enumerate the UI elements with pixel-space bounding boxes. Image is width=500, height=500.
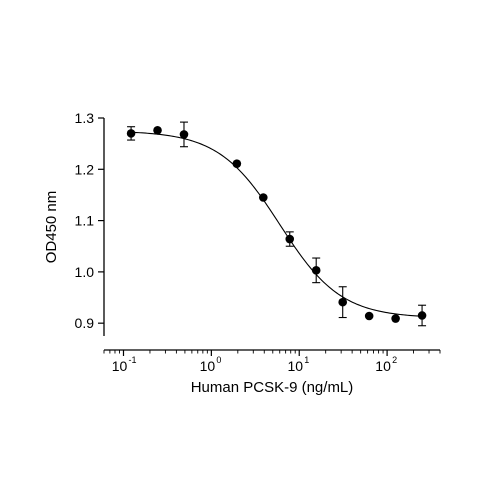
data-point-6 [311, 266, 321, 275]
y-tick-label-3: 1.2 [75, 161, 95, 177]
x-tick-exponent-0: -1 [128, 355, 136, 365]
x-tick-label-0: 10 [112, 358, 128, 374]
data-point-7 [338, 297, 348, 307]
y-axis-ticks: 0.9 1.0 1.1 1.2 1.3 [75, 110, 104, 331]
x-axis-ticks: 10 -1 10 0 10 1 10 2 [103, 350, 441, 374]
data-point-4 [258, 193, 268, 202]
y-tick-label-0: 0.9 [75, 315, 95, 331]
y-axis-title: OD450 nm [43, 191, 60, 264]
y-tick-label-2: 1.1 [75, 213, 95, 229]
fit-curve-line [131, 131, 423, 317]
data-point-9 [391, 314, 400, 323]
x-tick-exponent-3: 2 [392, 355, 397, 365]
y-tick-label-4: 1.3 [75, 110, 95, 126]
x-tick-exponent-1: 0 [216, 355, 221, 365]
data-point-1 [153, 126, 162, 135]
x-axis-title: Human PCSK-9 (ng/mL) [191, 379, 354, 396]
x-tick-exponent-2: 1 [304, 355, 309, 365]
data-point-5 [285, 234, 295, 244]
data-point-8 [364, 311, 374, 321]
data-point-2 [179, 130, 189, 139]
axes [103, 118, 440, 351]
data-point-3 [232, 159, 242, 168]
data-point-0 [126, 129, 136, 138]
x-tick-label-2: 10 [287, 358, 303, 374]
data-point-10 [417, 311, 427, 320]
x-tick-label-3: 10 [375, 358, 391, 374]
y-tick-label-1: 1.0 [75, 264, 95, 280]
data-points [126, 121, 427, 327]
x-tick-label-1: 10 [200, 358, 216, 374]
